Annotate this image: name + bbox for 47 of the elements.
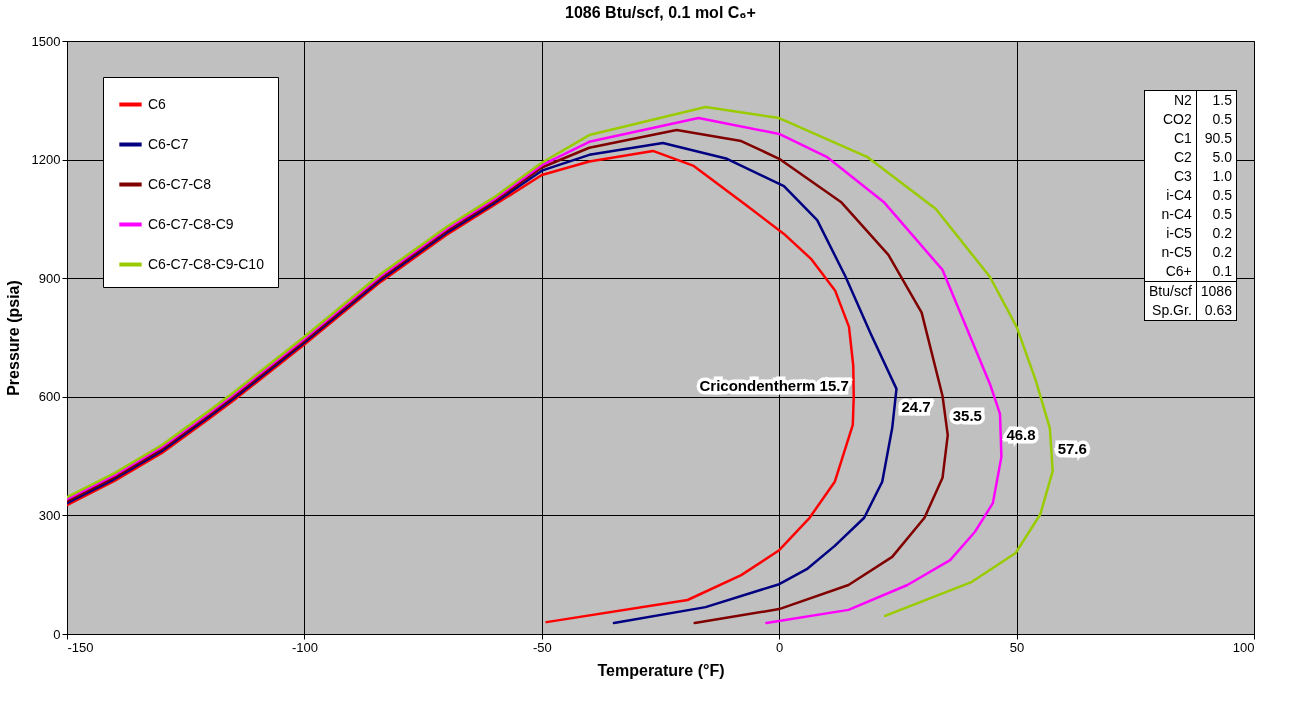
- x-axis-title: Temperature (°F): [597, 661, 725, 679]
- y-tick-label: 600: [38, 389, 61, 405]
- annotation: CO2: [1144, 110, 1197, 129]
- x-tick-label: 50: [1009, 639, 1025, 655]
- y-tick-label: 300: [38, 507, 61, 523]
- annotation: 1.5: [1196, 90, 1237, 110]
- annotation: C2: [1144, 148, 1197, 167]
- y-tick-label: 900: [38, 270, 61, 286]
- annotation: C6+: [1144, 262, 1197, 282]
- annotation: 24.7: [901, 398, 931, 416]
- annotation: 0.1: [1196, 262, 1237, 282]
- annotation: 90.5: [1196, 129, 1237, 148]
- annotation: 0.5: [1196, 205, 1237, 224]
- legend-label: C6-C7-C8: [148, 175, 212, 192]
- x-tick-label: -50: [532, 639, 552, 655]
- x-tick-label: -150: [67, 639, 94, 655]
- x-tick-label: -100: [291, 639, 318, 655]
- annotation: N2: [1144, 90, 1197, 110]
- annotation: C3: [1144, 167, 1197, 186]
- annotation: n-C4: [1144, 205, 1197, 224]
- annotation: Btu/scf: [1144, 281, 1197, 301]
- chart-title: 1086 Btu/scf, 0.1 mol C₆+: [565, 4, 756, 21]
- legend-label: C6-C7-C8-C9-C10: [148, 255, 265, 272]
- legend-label: C6-C7-C8-C9: [148, 215, 234, 232]
- annotation: 0.2: [1196, 243, 1237, 262]
- annotation: n-C5: [1144, 243, 1197, 262]
- annotation: 0.5: [1196, 186, 1237, 205]
- annotation: 0.5: [1196, 110, 1237, 129]
- x-tick-label: 100: [1232, 639, 1255, 655]
- annotation: 35.5: [952, 407, 982, 425]
- x-tick-label: 0: [776, 639, 784, 655]
- annotation: 57.6: [1057, 439, 1087, 457]
- legend-label: C6-C7: [148, 135, 189, 152]
- annotation: C1: [1144, 129, 1197, 148]
- annotation: 0.63: [1196, 301, 1237, 321]
- annotation: i-C5: [1144, 224, 1197, 243]
- y-axis-title: Pressure (psia): [4, 280, 22, 396]
- y-tick-label: 1200: [31, 152, 61, 168]
- legend-label: C6: [148, 95, 167, 112]
- y-tick-label: 0: [53, 626, 61, 642]
- annotation: 1086: [1196, 281, 1237, 301]
- annotation: 1.0: [1196, 167, 1237, 186]
- annotation: i-C4: [1144, 186, 1197, 205]
- annotation: Sp.Gr.: [1144, 301, 1197, 321]
- y-tick-label: 1500: [31, 33, 61, 49]
- annotation: 0.2: [1196, 224, 1237, 243]
- annotation: 5.0: [1196, 148, 1237, 167]
